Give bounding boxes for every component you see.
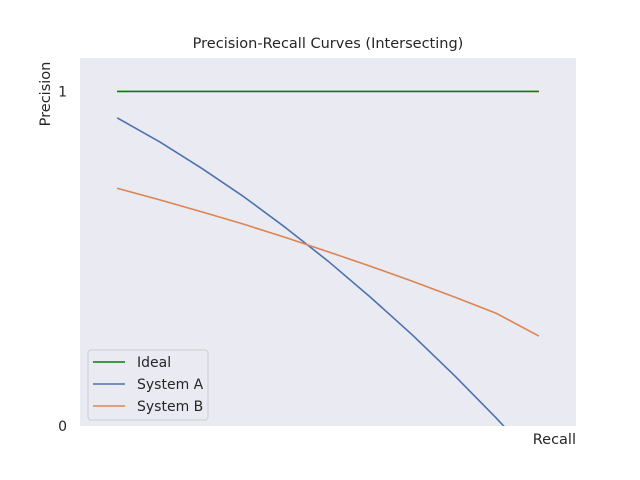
series-line-system-b	[116, 187, 540, 337]
y-tick-label: 0	[58, 419, 67, 435]
y-tick-label: 1	[58, 84, 67, 100]
legend-label: System B	[137, 399, 203, 415]
chart-title: Precision-Recall Curves (Intersecting)	[193, 36, 464, 52]
legend: Ideal System A System B	[87, 349, 209, 421]
series-line-system-a	[116, 117, 505, 426]
x-axis-label: Recall	[533, 432, 576, 448]
legend-label: Ideal	[137, 355, 171, 371]
legend-box	[87, 349, 209, 421]
legend-label: System A	[137, 377, 204, 393]
y-axis-label: Precision	[38, 62, 54, 127]
